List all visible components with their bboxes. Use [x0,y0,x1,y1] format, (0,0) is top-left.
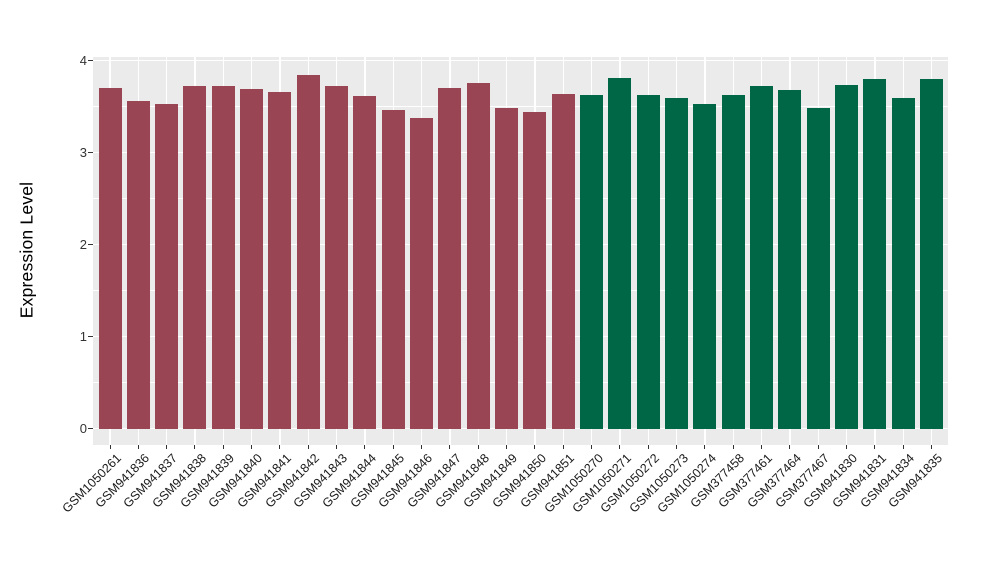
x-tick-mark [336,445,338,449]
x-tick-mark [477,445,479,449]
x-tick-mark [364,445,366,449]
bar-GSM941843 [325,86,349,429]
y-tick-label: 1 [79,328,87,344]
x-tick-mark [562,445,564,449]
y-tick-label: 2 [79,236,87,252]
bar-GSM941841 [268,91,292,429]
x-tick-mark [166,445,168,449]
y-tick-mark [88,336,93,338]
y-tick-label: 4 [79,52,87,68]
x-tick-mark [392,445,394,449]
x-tick-mark [109,445,111,449]
h-gridline-major [93,427,948,430]
x-tick-mark [931,445,933,449]
x-tick-mark [251,445,253,449]
h-gridline-major [93,151,948,154]
bar-GSM941835 [920,79,944,429]
y-tick-mark [88,244,93,246]
y-tick-label: 3 [79,144,87,160]
x-tick-mark [449,445,451,449]
bar-GSM941836 [126,101,150,429]
x-tick-mark [279,445,281,449]
bar-GSM941847 [438,88,462,429]
x-tick-mark [194,445,196,449]
bar-GSM377461 [750,85,774,429]
x-tick-mark [846,445,848,449]
bar-GSM941845 [381,110,405,429]
x-tick-mark [761,445,763,449]
h-gridline-major [93,243,948,246]
x-tick-mark [222,445,224,449]
bar-GSM941840 [240,89,264,429]
x-tick-mark [789,445,791,449]
bar-GSM941830 [835,84,859,429]
bar-GSM377467 [806,107,830,429]
y-tick-mark [88,60,93,62]
x-tick-mark [874,445,876,449]
bar-GSM941834 [891,97,915,429]
y-tick-mark [88,152,93,154]
bar-GSM377464 [778,90,802,429]
bar-GSM941839 [211,86,235,429]
h-gridline-major [93,59,948,62]
h-gridline-minor [93,382,948,384]
bar-GSM377458 [721,94,745,429]
bar-GSM1050273 [665,97,689,429]
x-tick-mark [421,445,423,449]
x-tick-mark [506,445,508,449]
bar-GSM941849 [495,107,519,429]
bar-GSM941850 [523,112,547,429]
bar-GSM941851 [551,93,575,429]
bar-GSM1050274 [693,103,717,429]
y-tick-label: 0 [79,420,87,436]
h-gridline-major [93,335,948,338]
x-tick-mark [307,445,309,449]
x-tick-mark [647,445,649,449]
plot-panel [93,57,948,445]
x-tick-mark [676,445,678,449]
bar-GSM1050270 [580,94,604,429]
x-tick-mark [817,445,819,449]
x-tick-mark [732,445,734,449]
x-tick-mark [902,445,904,449]
h-gridline-minor [93,106,948,108]
bar-GSM941831 [863,79,887,429]
x-tick-mark [534,445,536,449]
bar-GSM941848 [466,82,490,429]
x-tick-mark [137,445,139,449]
bar-GSM941846 [410,117,434,429]
x-tick-mark [591,445,593,449]
bar-GSM1050272 [636,94,660,429]
h-gridline-minor [93,290,948,292]
bar-GSM941844 [353,95,377,429]
bar-GSM941842 [296,75,320,429]
x-tick-mark [704,445,706,449]
h-gridline-minor [93,198,948,200]
x-tick-mark [619,445,621,449]
bar-GSM941838 [183,85,207,429]
bar-GSM1050271 [608,78,632,429]
bar-GSM941837 [155,103,179,429]
bar-GSM1050261 [98,88,122,429]
y-tick-mark [88,428,93,430]
